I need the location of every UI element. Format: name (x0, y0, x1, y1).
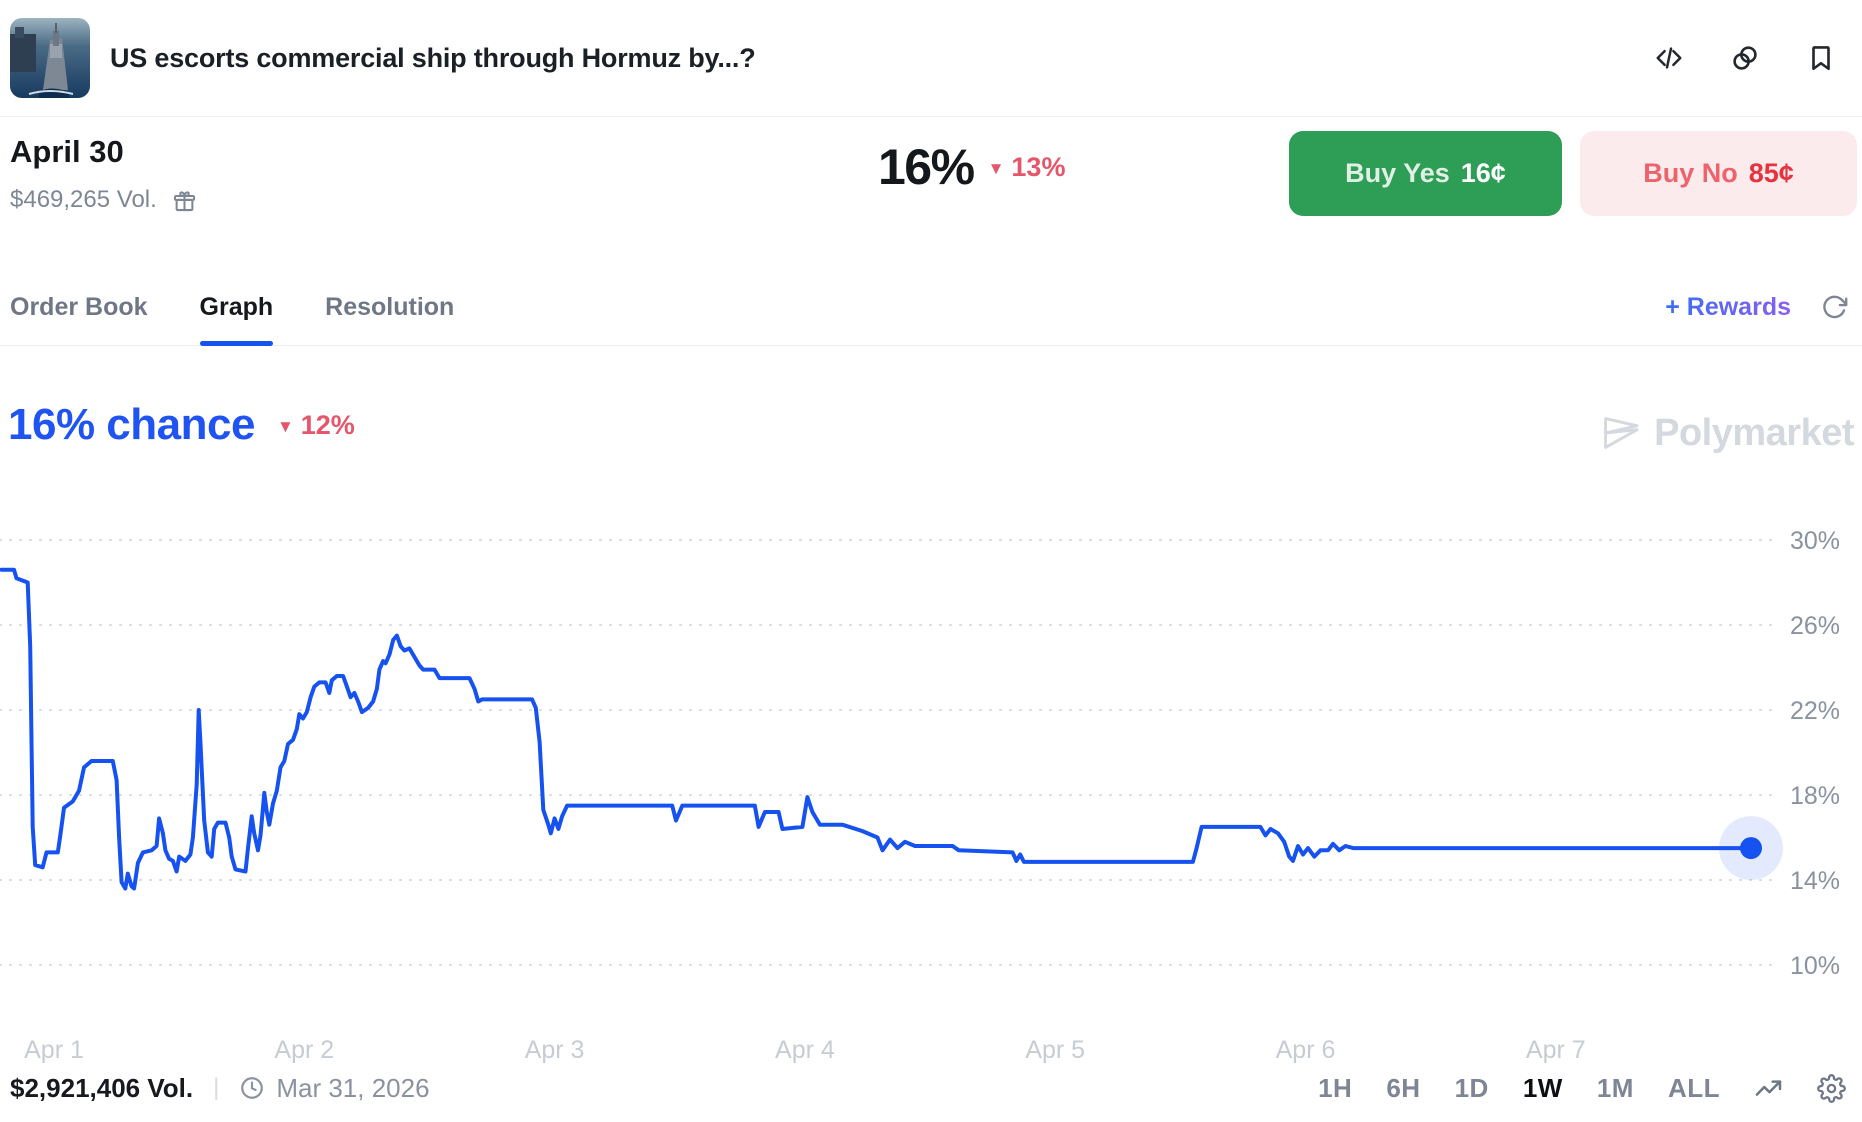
active-tab-underline (199, 341, 274, 346)
chance-change: ▼ 12% (277, 410, 355, 441)
market-volume-row: $469,265 Vol. (10, 186, 198, 214)
market-title: US escorts commercial ship through Hormu… (110, 42, 756, 73)
end-date: Mar 31, 2026 (276, 1072, 430, 1103)
tab-resolution[interactable]: Resolution (325, 270, 454, 345)
down-triangle-icon: ▼ (276, 416, 294, 436)
polymarket-logo-icon (1604, 417, 1639, 449)
copy-link-icon[interactable] (1730, 43, 1760, 73)
range-1h[interactable]: 1H (1318, 1072, 1353, 1103)
chart-footer: $2,921,406 Vol. | Mar 31, 2026 1H 6H 1D … (0, 1064, 1862, 1122)
buy-no-price: 85¢ (1748, 158, 1794, 188)
watermark-text: Polymarket (1654, 411, 1854, 454)
tab-graph-label: Graph (199, 293, 274, 321)
end-date-row: Mar 31, 2026 (239, 1072, 430, 1104)
trend-arrow-icon[interactable] (1754, 1074, 1783, 1103)
down-triangle-icon: ▼ (987, 158, 1005, 178)
chance-value: 16% chance (8, 400, 255, 449)
ship-image (10, 18, 90, 98)
market-thumbnail (10, 18, 90, 98)
svg-text:Apr 2: Apr 2 (274, 1036, 334, 1064)
market-price-block: 16% ▼ 13% (878, 138, 1065, 196)
total-volume: $2,921,406 Vol. (10, 1072, 194, 1103)
market-price: 16% (878, 139, 975, 195)
svg-text:Apr 1: Apr 1 (24, 1036, 84, 1064)
svg-text:Apr 3: Apr 3 (525, 1036, 585, 1064)
market-volume: $469,265 Vol. (10, 186, 157, 213)
range-6h[interactable]: 6H (1386, 1072, 1421, 1103)
chance-change-value: 12% (300, 409, 355, 440)
tab-bar: Order Book Graph Resolution + Rewards (0, 270, 1862, 346)
svg-text:14%: 14% (1790, 867, 1840, 895)
buy-yes-label: Buy Yes (1345, 158, 1450, 188)
range-1m[interactable]: 1M (1596, 1072, 1634, 1103)
buy-no-label: Buy No (1643, 158, 1738, 188)
svg-text:10%: 10% (1790, 952, 1840, 980)
range-1w[interactable]: 1W (1522, 1072, 1563, 1103)
gear-icon[interactable] (1817, 1073, 1846, 1103)
time-range-selector: 1H 6H 1D 1W 1M ALL (1318, 1073, 1846, 1104)
price-history-chart[interactable]: 30% 26% 22% 18% 14% 10% Apr 1 Apr 2 Apr 3 Apr 4 Ap… (0, 470, 1862, 1070)
tab-order-book[interactable]: Order Book (10, 270, 148, 345)
svg-text:Apr 7: Apr 7 (1526, 1036, 1586, 1064)
polymarket-watermark: Polymarket (1599, 410, 1854, 456)
clock-icon (241, 1077, 264, 1099)
svg-text:26%: 26% (1790, 612, 1840, 640)
outcome-date-label: April 30 (10, 134, 124, 169)
tab-resolution-label: Resolution (325, 293, 455, 321)
buy-yes-button[interactable]: Buy Yes 16¢ (1289, 131, 1562, 216)
svg-text:Apr 5: Apr 5 (1025, 1036, 1085, 1064)
svg-text:Apr 4: Apr 4 (775, 1036, 835, 1064)
buy-yes-price: 16¢ (1460, 158, 1506, 188)
range-1d[interactable]: 1D (1454, 1072, 1489, 1103)
footer-separator: | (213, 1074, 220, 1101)
gift-icon[interactable] (171, 187, 198, 214)
range-all[interactable]: ALL (1667, 1072, 1720, 1103)
svg-text:30%: 30% (1790, 527, 1840, 555)
tab-order-book-label: Order Book (10, 293, 148, 321)
tab-graph[interactable]: Graph (199, 270, 274, 346)
rewards-area: + Rewards (1665, 293, 1848, 322)
rewards-link[interactable]: + Rewards (1665, 293, 1791, 321)
svg-text:18%: 18% (1790, 782, 1840, 810)
svg-text:Apr 6: Apr 6 (1276, 1036, 1336, 1064)
bookmark-icon[interactable] (1806, 43, 1836, 73)
buy-no-button[interactable]: Buy No 85¢ (1580, 131, 1857, 216)
header-actions (1654, 43, 1836, 73)
embed-code-icon[interactable] (1654, 43, 1684, 73)
refresh-icon[interactable] (1821, 294, 1848, 321)
svg-text:22%: 22% (1790, 697, 1840, 725)
market-change-value: 13% (1011, 151, 1066, 182)
chance-headline: 16% chance ▼ 12% (8, 400, 355, 450)
buy-buttons: Buy Yes 16¢ Buy No 85¢ (1289, 131, 1857, 216)
market-header: US escorts commercial ship through Hormu… (0, 0, 1862, 117)
market-price-change: ▼ 13% (988, 152, 1066, 183)
